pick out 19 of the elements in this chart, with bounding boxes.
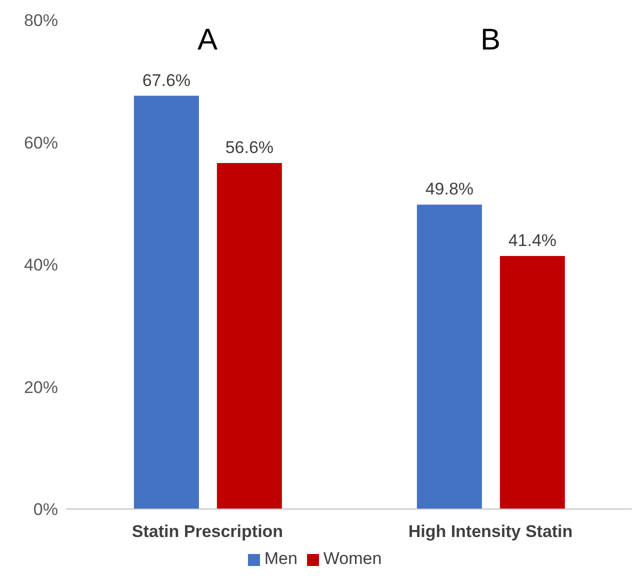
legend-label: Men (264, 549, 298, 568)
bar (416, 204, 482, 509)
y-tick-label: 60% (24, 133, 58, 152)
data-label: 49.8% (425, 180, 474, 199)
x-tick-label: High Intensity Statin (408, 522, 573, 542)
y-tick-label: 40% (24, 256, 58, 275)
annotation: B (480, 23, 501, 56)
y-tick-label: 0% (33, 500, 58, 520)
bar (500, 256, 565, 509)
legend-label: Women (323, 549, 382, 568)
data-label: 41.4% (508, 230, 557, 250)
data-label: 56.6% (225, 138, 274, 158)
y-tick-label: 20% (24, 378, 58, 397)
bar (216, 163, 282, 509)
x-tick-label: Statin Prescription (132, 522, 284, 542)
y-tick-label: 80% (24, 11, 58, 30)
data-label: 67.6% (142, 70, 191, 90)
annotation: A (197, 23, 218, 56)
bar (134, 96, 199, 509)
